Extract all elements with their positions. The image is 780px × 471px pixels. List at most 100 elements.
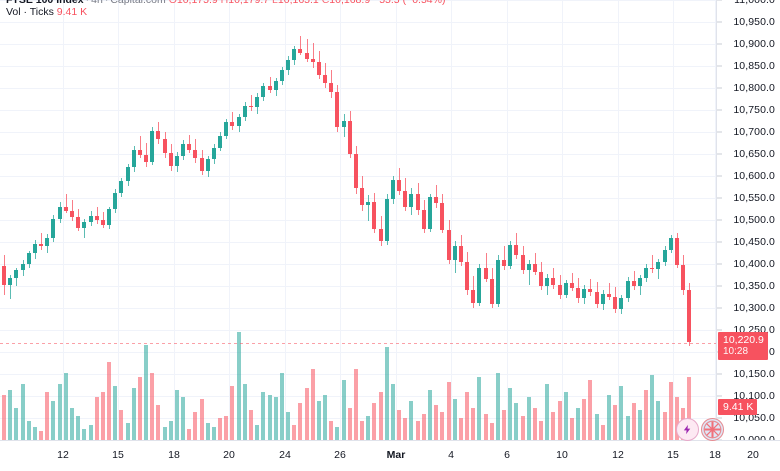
volume-bar-down	[249, 409, 253, 440]
candle-wick	[72, 200, 73, 221]
candle-body-down	[200, 158, 204, 171]
candle-body-down	[416, 193, 420, 211]
legend-symbol[interactable]: FTSE 100 Index	[6, 0, 84, 6]
gridline-vertical	[118, 0, 119, 440]
volume-bar-down	[218, 418, 222, 440]
chart-legend: FTSE 100 Index · 4h · Capital.com O10,175.9 …	[6, 0, 445, 18]
volume-bar-up	[656, 401, 660, 440]
volume-bar-up	[280, 373, 284, 440]
candle-wick	[97, 206, 98, 224]
candle-body-up	[391, 180, 395, 199]
candle-body-up	[527, 264, 531, 271]
volume-bar-down	[39, 431, 43, 440]
volume-bar-up	[113, 386, 117, 440]
current-price-badge: 10,220.9 10:28	[718, 331, 768, 360]
gridline-horizontal	[0, 22, 716, 23]
volume-bar-down	[397, 409, 401, 440]
current-volume-value: 9.41 K	[723, 401, 754, 413]
volume-bar-down	[582, 398, 586, 440]
candle-body-down	[335, 92, 339, 127]
candle-body-down	[348, 120, 352, 154]
gridline-horizontal	[0, 154, 716, 155]
candle-body-up	[366, 202, 370, 206]
price-axis-tick-mark	[717, 285, 722, 287]
volume-bar-up	[391, 383, 395, 440]
price-axis-label: 10,600.0	[733, 170, 775, 182]
candle-wick	[652, 255, 653, 273]
candle-body-up	[206, 159, 210, 171]
candle-body-down	[187, 144, 191, 150]
volume-bar-down	[539, 420, 543, 440]
volume-bar-up	[619, 386, 623, 440]
gridline-horizontal	[0, 66, 716, 67]
candle-body-down	[422, 210, 426, 229]
volume-bar-down	[490, 422, 494, 440]
volume-bar-down	[484, 414, 488, 440]
candle-body-up	[292, 49, 296, 60]
price-axis-label: 10,950.0	[733, 16, 775, 28]
volume-bar-up	[650, 375, 654, 440]
price-axis-tick-mark	[717, 373, 722, 375]
price-axis-tick-mark	[717, 0, 722, 1]
price-axis-tick-mark	[717, 87, 722, 89]
bolt-icon[interactable]	[676, 418, 699, 441]
volume-bar-down	[372, 403, 376, 440]
price-plot-area[interactable]	[0, 0, 716, 440]
price-axis-tick-mark	[717, 219, 722, 221]
gridline-horizontal	[0, 132, 716, 133]
uk-flag-icon[interactable]	[701, 418, 724, 441]
legend-source[interactable]: Capital.com	[110, 0, 166, 6]
price-axis-tick-mark	[717, 197, 722, 199]
candle-body-down	[576, 287, 580, 299]
time-axis-label: 6	[504, 449, 510, 461]
candle-body-down	[360, 188, 364, 206]
legend-volume-title: Vol · Ticks	[6, 6, 54, 18]
legend-interval[interactable]: 4h	[91, 0, 103, 6]
candle-wick	[103, 212, 104, 228]
gridline-vertical	[174, 0, 175, 440]
price-axis-label: 10,150.0	[733, 368, 775, 380]
candle-wick	[609, 283, 610, 301]
candle-body-up	[582, 288, 586, 299]
gridline-horizontal	[0, 0, 716, 1]
volume-bar-down	[187, 429, 191, 440]
gridline-horizontal	[0, 198, 716, 199]
gridline-horizontal	[0, 418, 716, 419]
time-axis-label: 24	[279, 449, 291, 461]
volume-bar-up	[564, 392, 568, 440]
time-axis[interactable]: 12 15 18 20 24 26 Mar 4 6 10 12 15 18 20	[0, 440, 780, 471]
price-axis[interactable]: 11,000.0 10,950.0 10,900.0 10,850.0 10,800.0…	[716, 0, 780, 446]
time-axis-label: 20	[223, 449, 235, 461]
candle-wick	[436, 184, 437, 208]
legend-symbol-row[interactable]: FTSE 100 Index · 4h · Capital.com O10,175.9 …	[6, 0, 445, 6]
volume-bar-up	[64, 373, 68, 440]
volume-bar-down	[379, 392, 383, 440]
legend-volume-value: 9.41 K	[56, 6, 88, 18]
volume-bar-up	[82, 429, 86, 440]
volume-bar-down	[354, 368, 358, 440]
candle-body-up	[255, 96, 259, 108]
time-axis-label: 15	[667, 449, 679, 461]
gridline-horizontal	[0, 176, 716, 177]
volume-bar-down	[138, 377, 142, 440]
candle-body-up	[564, 283, 568, 295]
gridline-horizontal	[0, 352, 716, 353]
candle-wick	[590, 278, 591, 296]
volume-bar-down	[311, 368, 315, 440]
chart-corner-badges[interactable]	[676, 418, 724, 441]
time-axis-label: 15	[112, 449, 124, 461]
gridline-horizontal	[0, 330, 716, 331]
gridline-vertical	[562, 0, 563, 440]
candle-body-down	[354, 154, 358, 189]
legend-volume-row[interactable]: Vol · Ticks 9.41 K	[6, 6, 445, 18]
current-price-value: 10,220.9	[723, 333, 764, 346]
candle-wick	[504, 246, 505, 271]
candle-body-down	[397, 180, 401, 191]
candle-body-up	[150, 131, 154, 162]
candle-body-down	[490, 278, 494, 304]
volume-bar-up	[286, 411, 290, 440]
price-axis-tick-mark	[717, 307, 722, 309]
candle-wick	[189, 134, 190, 154]
time-axis-label: 4	[448, 449, 454, 461]
